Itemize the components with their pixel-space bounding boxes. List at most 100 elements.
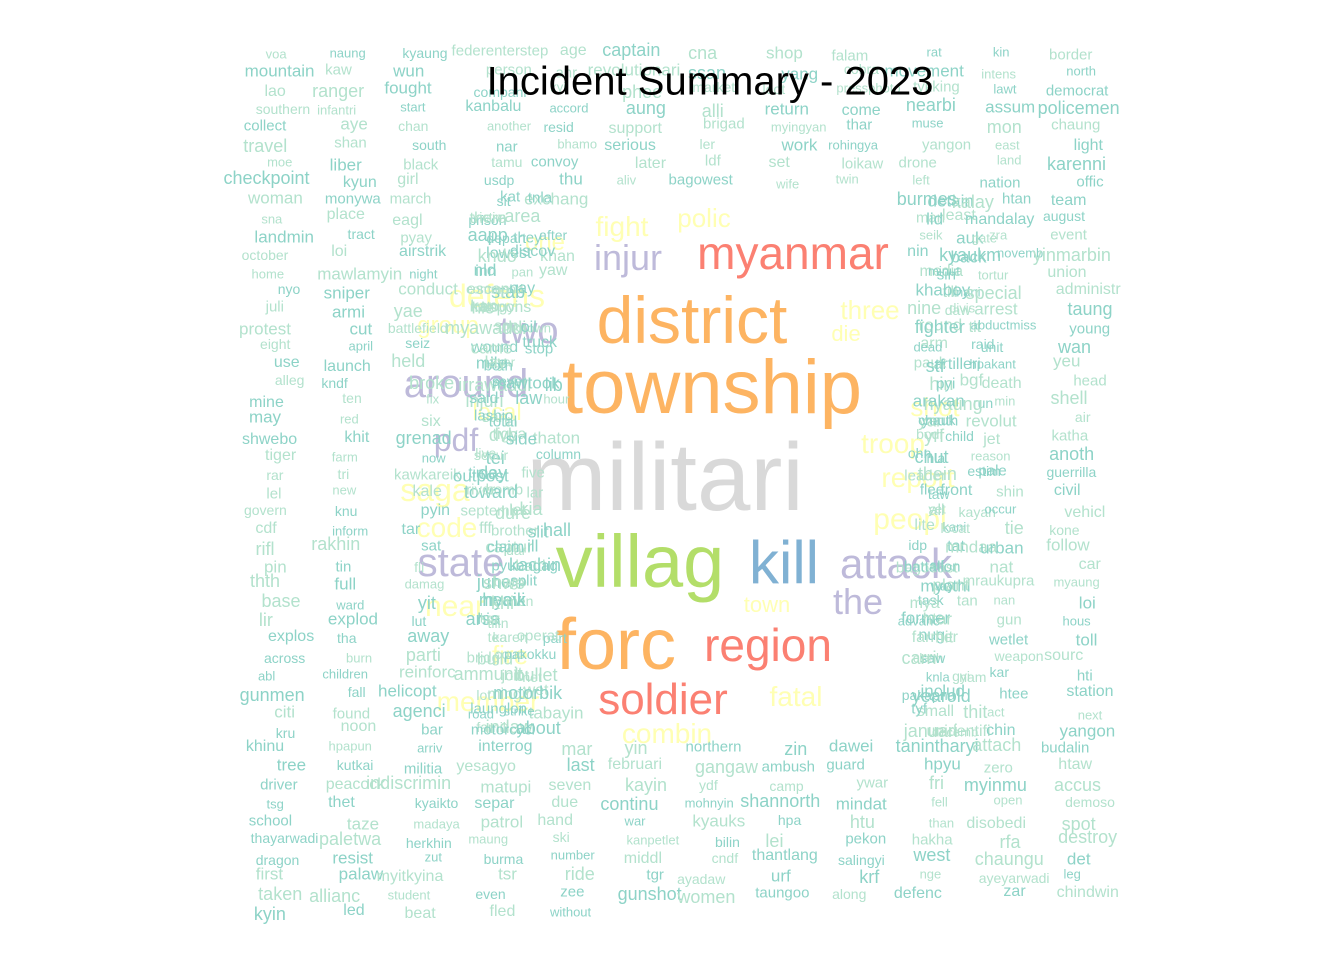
word: around (403, 362, 529, 406)
word: htaw (1058, 755, 1093, 773)
word: age (559, 42, 587, 60)
word: attack (839, 540, 953, 587)
word: sat (421, 537, 442, 555)
word: both (483, 357, 513, 375)
word: infantri (317, 102, 357, 118)
word: away (407, 626, 450, 647)
word: khan (540, 247, 575, 265)
word: fled (489, 902, 516, 920)
word: protest (239, 319, 291, 339)
word: myothi (920, 576, 971, 596)
word: peopl (873, 503, 947, 536)
word: arriv (417, 740, 443, 756)
word: east (995, 137, 1020, 153)
word: total (488, 413, 518, 431)
word: escap (466, 280, 510, 298)
word: tyf (911, 700, 928, 718)
word: person (485, 61, 532, 79)
word: fell (931, 794, 948, 810)
word: till (942, 283, 958, 301)
word: nation (979, 174, 1021, 192)
word: kar (989, 664, 1010, 681)
word: outpost (452, 466, 509, 486)
word: monywa (324, 190, 381, 208)
word: beat (404, 905, 436, 923)
word: saw (920, 650, 946, 667)
word: first (255, 864, 284, 884)
word: shan (334, 134, 367, 152)
word: claim (486, 539, 525, 557)
word: revolut (965, 411, 1017, 431)
word: tiger (265, 447, 297, 465)
word: liber (329, 155, 362, 175)
word: administr (1055, 281, 1121, 299)
word: near (424, 590, 486, 623)
word: shannorth (740, 790, 821, 811)
word: myaung (1053, 574, 1100, 590)
word: dawei (828, 736, 874, 756)
word: least (942, 207, 976, 225)
word: irrawaddi (458, 374, 532, 395)
word: budalin (1040, 739, 1090, 757)
word: pyi (936, 375, 956, 393)
word: checkpoint (223, 168, 310, 189)
word: kalay (951, 192, 994, 213)
chart-title: Incident Summary - 2023 (486, 59, 934, 104)
word: arakan (912, 391, 965, 411)
word: set (768, 154, 790, 172)
word: school (248, 812, 293, 830)
word: kyi (550, 79, 567, 95)
word: motorcycl (470, 721, 535, 739)
word: taungoo (755, 884, 810, 902)
word: estim (967, 462, 1001, 479)
word: arm (920, 335, 948, 353)
word: kan (470, 296, 498, 316)
word: wife (776, 176, 800, 192)
word: grenad (395, 427, 452, 448)
word: home (251, 266, 285, 282)
word: ambush (761, 758, 816, 776)
word: stop (524, 340, 554, 358)
word: mon (986, 116, 1022, 137)
word: tabayin (528, 703, 584, 723)
word: tsr (498, 864, 517, 884)
word: aapp (467, 224, 508, 245)
word: motorbik (493, 683, 563, 704)
word: ayadaw (677, 870, 726, 887)
word: convoy (530, 153, 579, 171)
word: mingin (487, 685, 535, 703)
word: khit (344, 429, 370, 447)
word: kayah (958, 504, 996, 521)
word: support (608, 119, 662, 137)
word: northern (685, 738, 742, 756)
word: nan (993, 592, 1016, 608)
word: kyauks (692, 811, 746, 831)
word: stf (925, 355, 945, 376)
word: later (634, 154, 667, 172)
word: exchang (524, 189, 589, 209)
word: ten (342, 390, 362, 407)
word: battlefield (387, 319, 448, 336)
word: place (326, 206, 365, 224)
word: idp (908, 536, 928, 553)
word: tree (276, 755, 307, 775)
word: union (1047, 264, 1087, 282)
word: wound (470, 338, 519, 356)
word: night (409, 266, 438, 282)
word: member (436, 686, 540, 717)
word: noon (340, 718, 377, 736)
word: kanpetlet (626, 832, 680, 848)
word: nyo (277, 280, 301, 297)
word: chaungu (974, 849, 1044, 870)
word: federenterstep (451, 42, 549, 60)
word: zero (983, 759, 1013, 777)
word: broke (409, 372, 455, 393)
word: came (470, 338, 513, 358)
word: kndf (321, 375, 348, 392)
word: nyaung (923, 393, 983, 414)
word: thu (559, 169, 583, 189)
word: thth (249, 571, 281, 592)
word: continu (600, 794, 659, 815)
word: zar (1003, 882, 1026, 900)
word: five (521, 464, 545, 482)
